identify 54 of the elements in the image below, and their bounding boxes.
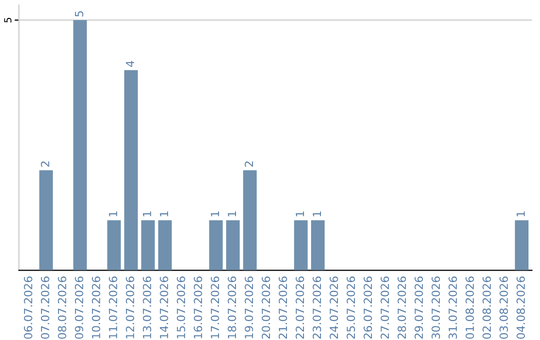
x-tick-label: 25.07.2026 <box>346 276 356 339</box>
data-label: 1 <box>228 211 236 216</box>
data-label: 2 <box>40 161 50 167</box>
data-label: 1 <box>210 211 220 216</box>
x-tick-label: 14.07.2026 <box>160 276 168 338</box>
x-tick-label: 12.07.2026 <box>126 276 134 338</box>
data-label: 1 <box>108 211 118 216</box>
x-tick-label: 06.07.2026 <box>24 276 32 339</box>
x-tick-label: 04.08.2026 <box>516 276 525 339</box>
data-label: 4 <box>126 60 134 67</box>
bar <box>124 70 138 270</box>
x-tick-label: 11.07.2026 <box>108 276 118 338</box>
x-tick-label: 15.07.2026 <box>176 276 186 338</box>
x-tick-label: 01.08.2026 <box>466 276 474 339</box>
x-tick-label: 30.07.2026 <box>432 276 440 339</box>
data-label: 1 <box>516 211 525 216</box>
x-tick-label: 31.07.2026 <box>448 276 457 339</box>
x-tick-label: 27.07.2026 <box>380 276 390 339</box>
data-label: 1 <box>142 211 152 216</box>
data-label: 1 <box>160 211 168 216</box>
x-tick-label: 03.08.2026 <box>500 276 508 339</box>
bar <box>39 170 53 270</box>
bar <box>141 220 155 270</box>
bar <box>311 220 325 270</box>
x-tick-label: 13.07.2026 <box>142 276 152 338</box>
bar <box>226 220 240 270</box>
data-label: 1 <box>312 211 321 216</box>
x-tick-label: 22.07.2026 <box>296 276 304 339</box>
x-tick-label: 02.08.2026 <box>482 276 491 339</box>
bar <box>158 220 172 270</box>
data-label: 5 <box>75 11 84 16</box>
data-label: 2 <box>244 161 253 167</box>
x-tick-label: 26.07.2026 <box>364 276 372 339</box>
x-tick-label: 21.07.2026 <box>278 276 288 339</box>
x-tick-label: 20.07.2026 <box>262 276 270 339</box>
bar <box>209 220 223 270</box>
data-label: 1 <box>296 211 304 216</box>
x-tick-label: 19.07.2026 <box>244 276 254 338</box>
x-tick-label: 18.07.2026 <box>228 276 236 338</box>
x-tick-label: 29.07.2026 <box>414 276 424 339</box>
x-tick-label: 09.07.2026 <box>74 276 84 339</box>
bar <box>294 220 308 270</box>
bar <box>107 220 121 270</box>
bar <box>514 220 529 270</box>
x-tick-label: 16.07.2026 <box>194 276 202 338</box>
bar <box>73 20 87 270</box>
x-tick-label: 23.07.2026 <box>312 276 322 339</box>
x-tick-label: 28.07.2026 <box>398 276 406 339</box>
bar <box>243 170 257 270</box>
x-tick-label: 10.07.2026 <box>92 276 100 338</box>
x-tick-label: 17.07.2026 <box>210 276 220 338</box>
x-tick-label: 07.07.2026 <box>40 276 50 339</box>
x-tick-label: 08.07.2026 <box>58 276 66 339</box>
x-tick-label: 24.07.2026 <box>330 276 338 339</box>
